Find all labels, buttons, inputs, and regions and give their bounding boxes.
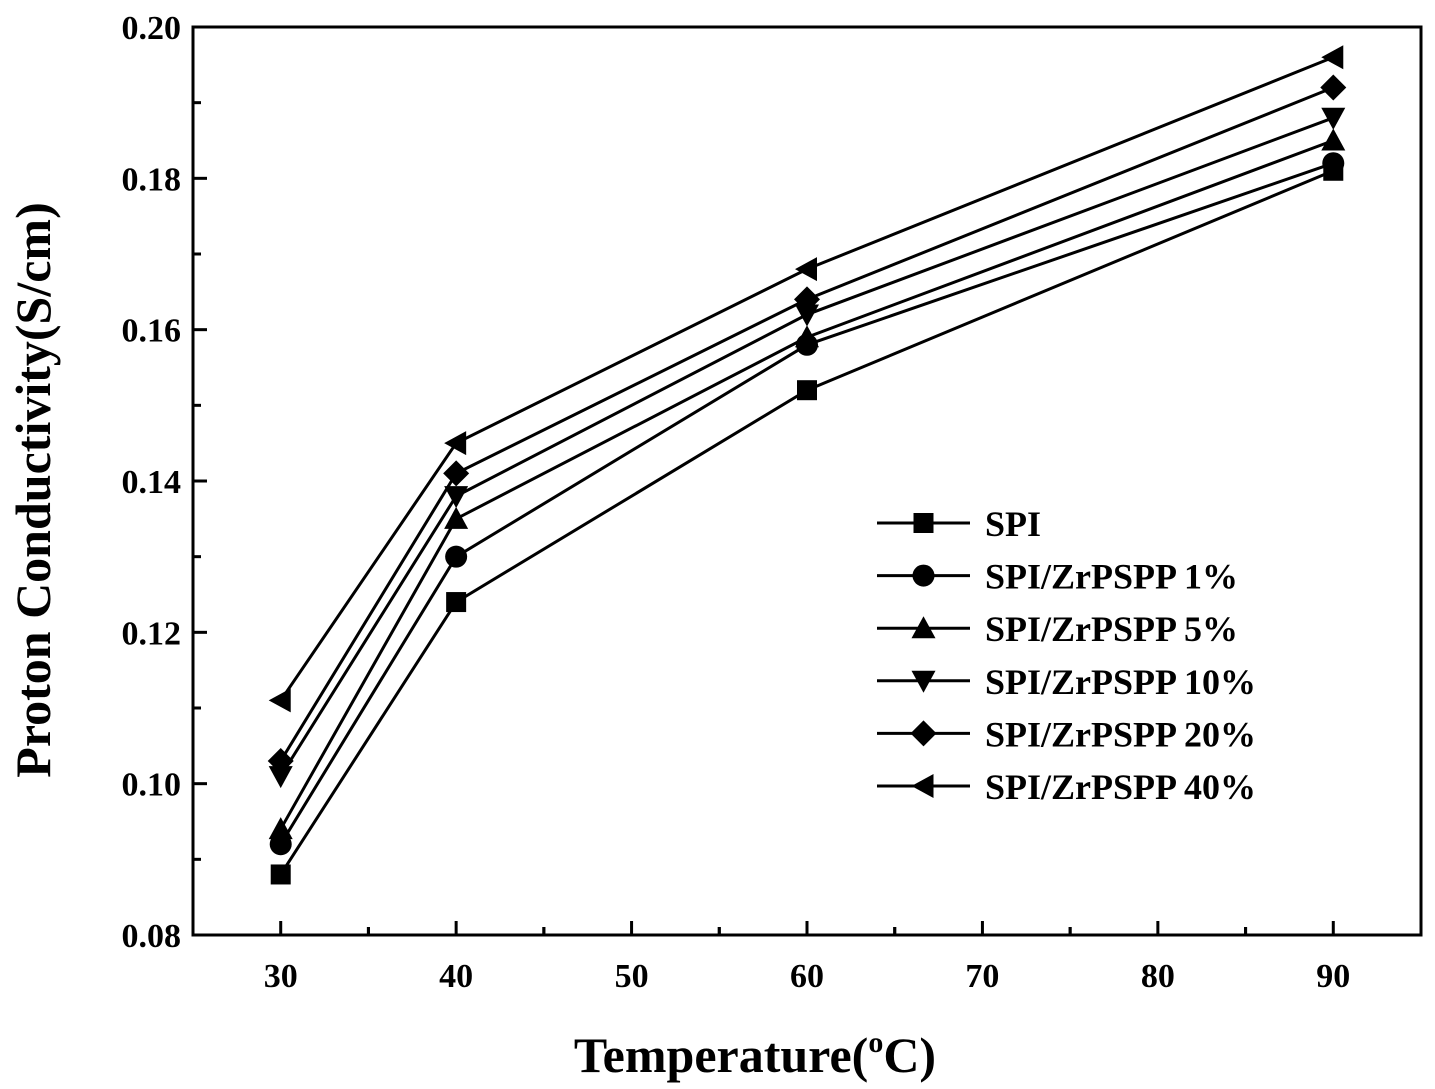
data-point bbox=[1322, 152, 1344, 174]
legend-marker bbox=[912, 774, 934, 798]
x-axis-title-sup: o bbox=[868, 1026, 883, 1059]
y-tick-label: 0.08 bbox=[122, 918, 182, 955]
legend-item: SPI/ZrPSPP 40% bbox=[877, 767, 1256, 807]
legend-marker bbox=[913, 565, 935, 587]
data-point bbox=[271, 864, 291, 884]
data-point bbox=[445, 546, 467, 568]
legend-item: SPI/ZrPSPP 1% bbox=[877, 557, 1238, 597]
x-tick-label: 70 bbox=[965, 958, 999, 995]
series-line bbox=[281, 57, 1334, 700]
data-point bbox=[1321, 45, 1343, 69]
legend-item: SPI bbox=[877, 504, 1041, 544]
x-tick-label: 90 bbox=[1316, 958, 1350, 995]
series-group bbox=[268, 45, 1347, 884]
x-axis-title-tail: C) bbox=[883, 1027, 936, 1083]
data-point bbox=[1321, 108, 1345, 130]
legend-marker bbox=[914, 513, 934, 533]
series-line bbox=[281, 88, 1334, 761]
x-axis-title: Temperature(oC) bbox=[574, 1026, 936, 1083]
legend-label: SPI/ZrPSPP 10% bbox=[985, 662, 1256, 702]
data-point bbox=[446, 592, 466, 612]
y-tick-label: 0.12 bbox=[122, 615, 182, 652]
data-point bbox=[797, 380, 817, 400]
x-tick-label: 50 bbox=[615, 958, 649, 995]
legend-item: SPI/ZrPSPP 10% bbox=[877, 662, 1256, 702]
legend-item: SPI/ZrPSPP 20% bbox=[877, 714, 1256, 754]
legend-label: SPI/ZrPSPP 1% bbox=[985, 557, 1238, 597]
data-point bbox=[795, 325, 819, 347]
chart: 30 40 50 60 70 80 90 0.08 0.10 0.12 0.14 0.16 0.18 0.… bbox=[0, 0, 1435, 1089]
data-point bbox=[443, 460, 469, 486]
legend-label: SPI/ZrPSPP 20% bbox=[985, 714, 1256, 754]
y-tick-label: 0.16 bbox=[122, 313, 182, 350]
legend-label: SPI/ZrPSPP 40% bbox=[985, 767, 1256, 807]
data-point bbox=[795, 257, 817, 281]
data-point bbox=[269, 688, 291, 712]
data-point bbox=[1321, 129, 1345, 151]
x-axis-title-main: Temperature( bbox=[574, 1027, 868, 1083]
x-tick-label: 60 bbox=[790, 958, 824, 995]
x-tick-label: 80 bbox=[1141, 958, 1175, 995]
x-tick-label: 30 bbox=[264, 958, 298, 995]
legend: SPI SPI/ZrPSPP 1% SPI/ZrPSPP 5% SPI/ZrPSPP … bbox=[877, 504, 1256, 807]
data-point bbox=[444, 431, 466, 455]
y-tick-label: 0.10 bbox=[122, 767, 182, 804]
data-point bbox=[1320, 75, 1346, 101]
legend-label: SPI/ZrPSPP 5% bbox=[985, 609, 1238, 649]
y-tick-label: 0.14 bbox=[122, 464, 182, 501]
legend-label: SPI bbox=[985, 504, 1041, 544]
x-tick-label: 40 bbox=[439, 958, 473, 995]
legend-item: SPI/ZrPSPP 5% bbox=[877, 609, 1238, 649]
legend-marker bbox=[911, 720, 937, 746]
y-axis-title: Proton Conductivity(S/cm) bbox=[5, 202, 61, 777]
y-tick-label: 0.20 bbox=[122, 10, 182, 47]
y-tick-label: 0.18 bbox=[122, 161, 182, 198]
